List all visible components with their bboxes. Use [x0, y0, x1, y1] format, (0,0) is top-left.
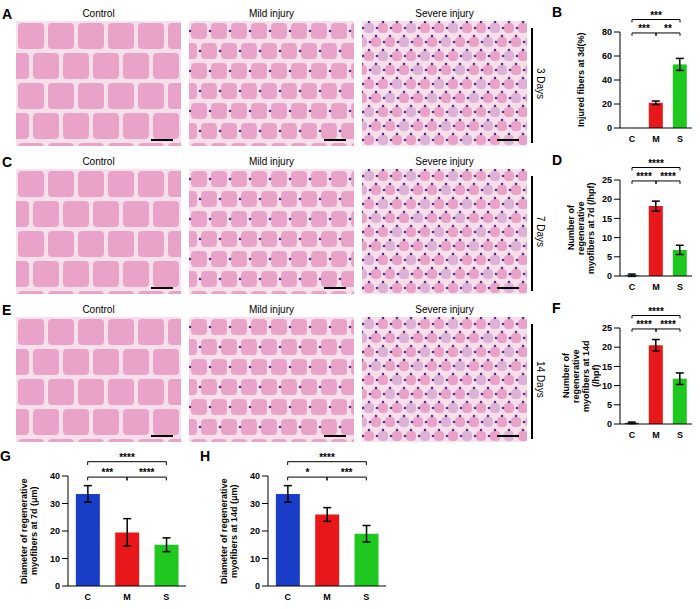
- svg-text:****: ****: [319, 452, 335, 463]
- svg-text:0: 0: [607, 123, 612, 133]
- svg-text:****: ****: [648, 158, 664, 169]
- svg-text:M: M: [652, 430, 660, 440]
- svg-text:20: 20: [50, 526, 60, 536]
- svg-text:S: S: [677, 282, 683, 292]
- html-text:D: D: [552, 152, 563, 168]
- svg-text:***: ***: [650, 10, 662, 21]
- svg-text:****: ****: [636, 171, 652, 182]
- svg-text:C: C: [629, 282, 636, 292]
- svg-text:****: ****: [636, 319, 652, 330]
- html-text:Mild injury: Mild injury: [249, 8, 294, 19]
- svg-text:****: ****: [660, 319, 676, 330]
- svg-text:0: 0: [607, 271, 612, 281]
- svg-text:40: 40: [602, 75, 612, 85]
- html-text:F: F: [552, 300, 561, 316]
- html-text:Mild injury: Mild injury: [249, 156, 294, 167]
- svg-text:20: 20: [602, 99, 612, 109]
- svg-text:20: 20: [602, 342, 612, 352]
- svg-text:5: 5: [607, 400, 612, 410]
- html-text:7 Days: 7 Days: [535, 215, 546, 248]
- svg-text:0: 0: [55, 581, 60, 591]
- html-text:Severe injury: Severe injury: [415, 156, 474, 167]
- svg-text:0: 0: [255, 581, 260, 591]
- svg-text:****: ****: [119, 452, 135, 463]
- svg-text:30: 30: [50, 499, 60, 509]
- svg-text:****: ****: [660, 171, 676, 182]
- html-text:E: E: [2, 302, 12, 318]
- svg-text:M: M: [652, 282, 660, 292]
- html-text:Injured fibers at 3d(%): Injured fibers at 3d(%): [576, 32, 586, 128]
- html-text:G: G: [0, 448, 11, 464]
- svg-text:25: 25: [602, 175, 612, 185]
- svg-text:****: ****: [139, 467, 155, 478]
- svg-text:M: M: [323, 592, 331, 602]
- html-text:Control: Control: [82, 156, 115, 167]
- svg-text:30: 30: [250, 499, 260, 509]
- html-text:3 Days: 3 Days: [535, 67, 546, 100]
- svg-text:M: M: [652, 134, 660, 144]
- svg-text:***: ***: [341, 467, 353, 478]
- svg-text:40: 40: [250, 471, 260, 481]
- html-text:B: B: [552, 4, 563, 20]
- svg-text:20: 20: [250, 526, 260, 536]
- svg-text:C: C: [629, 134, 636, 144]
- svg-text:25: 25: [602, 323, 612, 333]
- svg-text:10: 10: [602, 381, 612, 391]
- svg-text:10: 10: [250, 554, 260, 564]
- svg-text:20: 20: [602, 194, 612, 204]
- svg-text:5: 5: [607, 252, 612, 262]
- svg-text:***: ***: [101, 467, 113, 478]
- svg-text:***: ***: [638, 23, 650, 34]
- html-text:Diameter of regenerative myofi: Diameter of regenerative myofibers at 7d…: [19, 478, 39, 584]
- svg-text:C: C: [284, 592, 291, 602]
- html-text:H: H: [200, 448, 211, 464]
- svg-text:*: *: [305, 467, 309, 478]
- svg-text:C: C: [84, 592, 91, 602]
- svg-text:**: **: [664, 23, 672, 34]
- svg-text:10: 10: [602, 233, 612, 243]
- html-text:Number of regenerative myofibe: Number of regenerative myofibers at 14d …: [561, 340, 601, 412]
- svg-text:15: 15: [602, 214, 612, 224]
- html-text:Diameter of regenerative myofi: Diameter of regenerative myofibers at 14…: [219, 478, 239, 584]
- svg-text:C: C: [629, 430, 636, 440]
- svg-text:80: 80: [602, 27, 612, 37]
- svg-text:S: S: [677, 430, 683, 440]
- html-text:Mild injury: Mild injury: [249, 304, 294, 315]
- svg-text:S: S: [363, 592, 369, 602]
- svg-text:0: 0: [607, 419, 612, 429]
- svg-text:S: S: [677, 134, 683, 144]
- svg-text:60: 60: [602, 51, 612, 61]
- html-text:Control: Control: [82, 8, 115, 19]
- html-text:Severe injury: Severe injury: [415, 8, 474, 19]
- html-text:C: C: [2, 154, 13, 170]
- html-text:Severe injury: Severe injury: [415, 304, 474, 315]
- svg-text:****: ****: [648, 306, 664, 317]
- html-text:Control: Control: [82, 304, 115, 315]
- svg-text:M: M: [123, 592, 131, 602]
- svg-text:10: 10: [50, 554, 60, 564]
- html-text:Number of regenerative myofibe: Number of regenerative myofibers at 7d (…: [566, 182, 596, 274]
- html-text:A: A: [2, 6, 13, 22]
- html-text:14 Days: 14 Days: [535, 361, 546, 398]
- svg-text:15: 15: [602, 362, 612, 372]
- svg-text:40: 40: [50, 471, 60, 481]
- svg-text:S: S: [163, 592, 169, 602]
